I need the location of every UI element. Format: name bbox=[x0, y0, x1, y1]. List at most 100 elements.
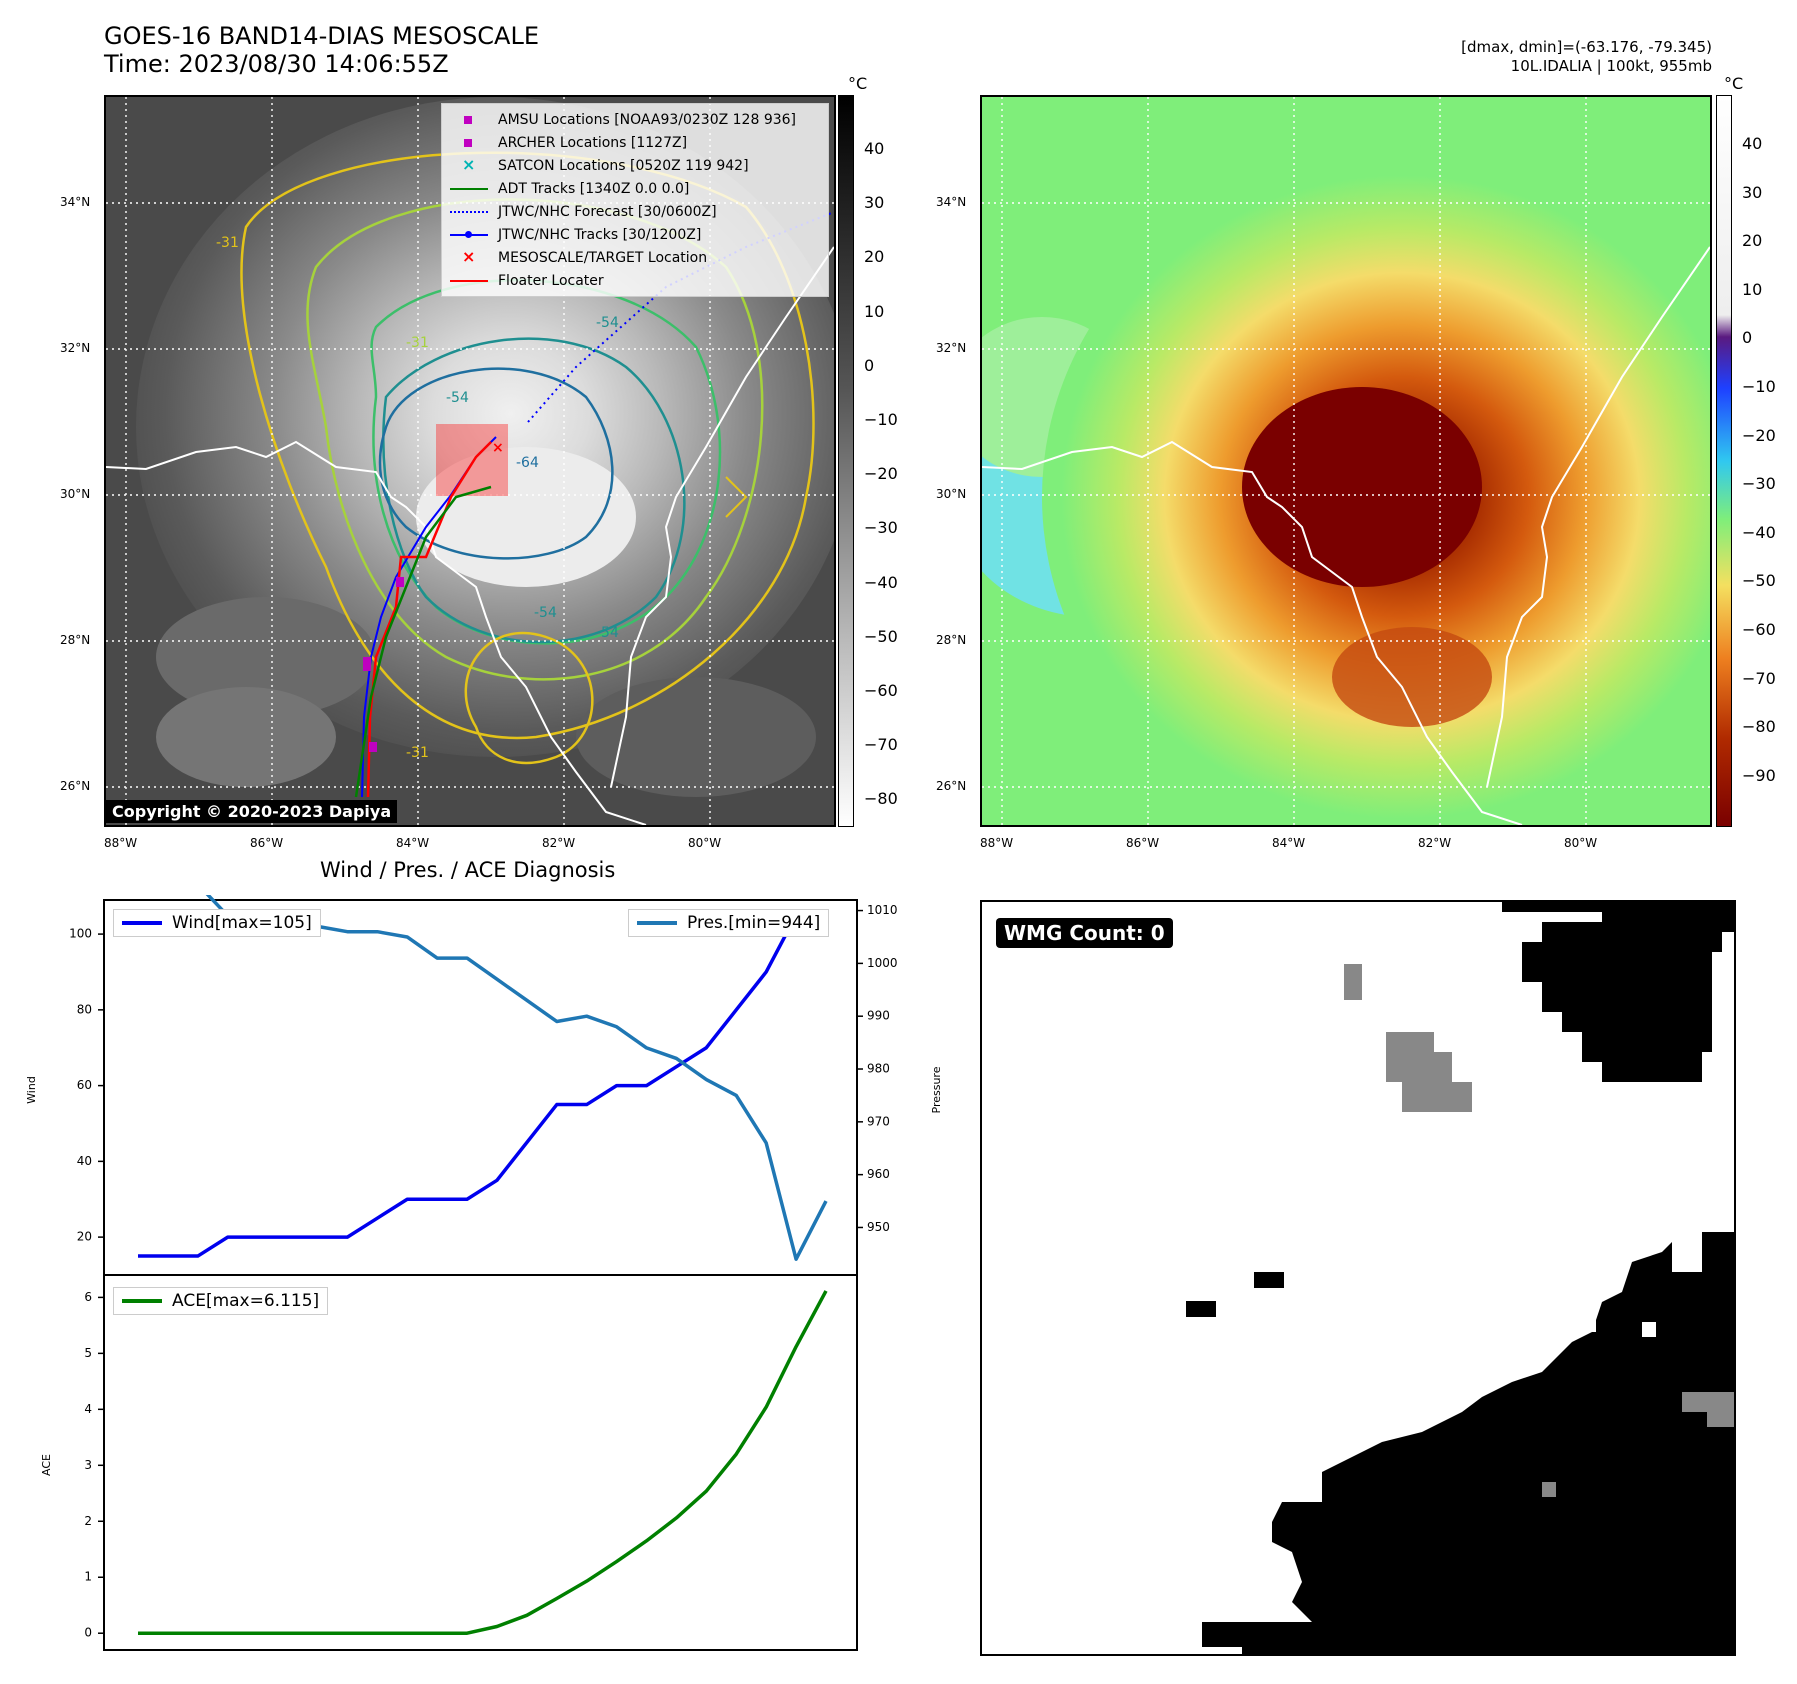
svg-text:-54: -54 bbox=[534, 605, 557, 621]
lon-label: 84°W bbox=[396, 836, 430, 850]
lon-label: 84°W bbox=[1272, 836, 1306, 850]
lat-label: 28°N bbox=[60, 633, 91, 647]
title-product: GOES-16 BAND14-DIAS MESOSCALE bbox=[104, 22, 540, 50]
legend-symbol bbox=[450, 205, 488, 219]
lat-label: 26°N bbox=[60, 779, 91, 793]
legend-label: ARCHER Locations [1127Z] bbox=[498, 134, 688, 151]
wind-series-line bbox=[138, 913, 827, 1258]
colorbar-tick-label: −40 bbox=[1742, 522, 1776, 542]
legend-item: AMSU Locations [NOAA93/0230Z 128 936] bbox=[450, 108, 820, 131]
lon-label: 82°W bbox=[542, 836, 576, 850]
colorbar-tick-label: −90 bbox=[1742, 765, 1776, 785]
colorbar-tick-label: 0 bbox=[864, 355, 875, 375]
legend-item: Floater Locater bbox=[450, 269, 820, 292]
lon-label: 88°W bbox=[980, 836, 1014, 850]
pressure-axis-label: Pressure bbox=[930, 1066, 943, 1113]
lon-label: 80°W bbox=[1564, 836, 1598, 850]
lat-label: 26°N bbox=[936, 779, 967, 793]
colorbar-tick-label: −80 bbox=[864, 789, 898, 809]
colorbar-tick-label: −20 bbox=[864, 464, 898, 484]
color-colorbar bbox=[1716, 95, 1732, 827]
wind-legend-label: Wind[max=105] bbox=[172, 913, 312, 933]
lat-label: 30°N bbox=[60, 487, 91, 501]
gray-colorbar bbox=[838, 95, 854, 827]
pressure-legend: Pres.[min=944] bbox=[628, 909, 830, 937]
pressure-series-line bbox=[205, 895, 828, 1261]
colorbar-tick-label: −20 bbox=[1742, 425, 1776, 445]
title-time: Time: 2023/08/30 14:06:55Z bbox=[104, 50, 449, 78]
svg-text:-64: -64 bbox=[516, 455, 539, 471]
ace-tick-label: 5 bbox=[84, 1346, 92, 1360]
colorbar-tick-label: 30 bbox=[1742, 182, 1763, 202]
colorbar-tick-label: 40 bbox=[864, 139, 885, 158]
svg-text:-31: -31 bbox=[406, 335, 429, 351]
pressure-tick-label: 1010 bbox=[867, 903, 898, 917]
ace-series-line bbox=[138, 1290, 828, 1635]
colorbar-tick-label: −30 bbox=[1742, 474, 1776, 494]
ace-tick-label: 2 bbox=[84, 1514, 92, 1528]
pressure-tick-label: 960 bbox=[867, 1167, 890, 1181]
lat-label: 32°N bbox=[60, 341, 91, 355]
pressure-tick-label: 980 bbox=[867, 1062, 890, 1076]
colorbar-tick-label: −70 bbox=[864, 735, 898, 755]
storm-name: 10L.IDALIA | 100kt, 955mb bbox=[1510, 57, 1712, 75]
legend-item: ARCHER Locations [1127Z] bbox=[450, 131, 820, 154]
lat-label: 32°N bbox=[936, 341, 967, 355]
svg-text:-54: -54 bbox=[596, 625, 619, 641]
wind-legend: Wind[max=105] bbox=[113, 909, 321, 937]
ace-tick-label: 1 bbox=[84, 1570, 92, 1584]
lat-label: 34°N bbox=[936, 195, 967, 209]
legend-label: JTWC/NHC Tracks [30/1200Z] bbox=[498, 226, 702, 243]
ace-legend-label: ACE[max=6.115] bbox=[172, 1291, 320, 1311]
legend-symbol bbox=[450, 228, 488, 242]
ace-tick-label: 4 bbox=[84, 1402, 92, 1416]
legend-label: ADT Tracks [1340Z 0.0 0.0] bbox=[498, 180, 690, 197]
lon-label: 86°W bbox=[1126, 836, 1160, 850]
pressure-tick-label: 950 bbox=[867, 1220, 890, 1234]
wmg-count-badge: WMG Count: 0 bbox=[996, 918, 1173, 948]
colorbar-tick-label: −60 bbox=[1742, 620, 1776, 639]
svg-text:-54: -54 bbox=[446, 390, 469, 406]
wind-tick-label: 80 bbox=[77, 1002, 92, 1016]
wind-tick-label: 40 bbox=[77, 1154, 92, 1168]
svg-text:×: × bbox=[492, 440, 504, 456]
legend-label: MESOSCALE/TARGET Location bbox=[498, 249, 708, 266]
legend-symbol: × bbox=[462, 154, 476, 174]
dmax-dmin: [dmax, dmin]=(-63.176, -79.345) bbox=[1461, 38, 1712, 56]
pressure-legend-swatch bbox=[637, 921, 677, 925]
colorbar-tick-label: −60 bbox=[864, 681, 898, 700]
legend-item: × SATCON Locations [0520Z 119 942] bbox=[450, 154, 820, 177]
pressure-tick-label: 1000 bbox=[867, 956, 898, 970]
diagnosis-chart: 20 40 60 80 100 950 960 970 980 990 1000 1010 0 1 2 3 4… bbox=[25, 895, 943, 1651]
legend-item: JTWC/NHC Tracks [30/1200Z] bbox=[450, 223, 820, 246]
colorbar-tick-label: −70 bbox=[1742, 668, 1776, 688]
legend-label: SATCON Locations [0520Z 119 942] bbox=[498, 157, 749, 174]
pressure-tick-label: 990 bbox=[867, 1009, 890, 1023]
colorbar-tick-label: 20 bbox=[1742, 231, 1763, 251]
lon-label: 88°W bbox=[104, 836, 138, 850]
svg-text:-54: -54 bbox=[596, 315, 619, 331]
wind-axis-label: Wind bbox=[25, 1076, 38, 1104]
colorbar-tick-label: −80 bbox=[1742, 717, 1776, 737]
pressure-tick-label: 970 bbox=[867, 1114, 890, 1128]
colorbar-tick-label: −10 bbox=[864, 410, 898, 429]
color-map bbox=[982, 97, 1710, 825]
copyright-label: Copyright © 2020-2023 Dapiya bbox=[106, 800, 398, 823]
ace-tick-label: 3 bbox=[84, 1458, 92, 1472]
ace-tick-label: 6 bbox=[84, 1290, 92, 1304]
colorbar-tick-label: 0 bbox=[1742, 328, 1753, 348]
colorbar-tick-label: −50 bbox=[1742, 571, 1776, 591]
legend-symbol: × bbox=[462, 246, 476, 266]
lat-label: 28°N bbox=[936, 633, 967, 647]
color-colorbar-unit: °C bbox=[1724, 74, 1744, 93]
lon-label: 82°W bbox=[1418, 836, 1452, 850]
wmg-mask bbox=[1186, 902, 1734, 1654]
ace-axis-label: ACE bbox=[40, 1454, 53, 1476]
svg-text:-31: -31 bbox=[216, 235, 239, 251]
legend-symbol bbox=[450, 182, 488, 196]
ace-tick-label: 0 bbox=[84, 1626, 92, 1640]
diagnosis-title: Wind / Pres. / ACE Diagnosis bbox=[320, 858, 616, 882]
legend-label: JTWC/NHC Forecast [30/0600Z] bbox=[498, 203, 717, 220]
ace-legend-swatch bbox=[122, 1299, 162, 1303]
lon-label: 86°W bbox=[250, 836, 284, 850]
